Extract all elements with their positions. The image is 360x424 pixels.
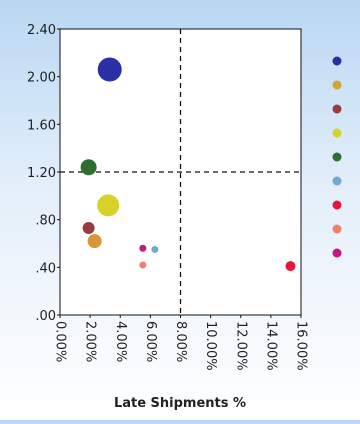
y-tick-label-1: .40 [35, 261, 56, 276]
x-tick-label-1: 2.00% [83, 321, 98, 362]
x-tick-label-0: 0.00% [53, 321, 68, 362]
x-tick-label-6: 12.00% [233, 321, 248, 371]
data-point-0 [97, 57, 122, 82]
y-tick-label-5: 2.00 [27, 71, 56, 86]
y-tick-label-6: 2.40 [27, 23, 56, 38]
y-tick-label-2: .80 [35, 214, 56, 229]
y-tick-label-3: 1.20 [27, 166, 56, 181]
data-point-4 [87, 234, 102, 249]
data-point-1 [80, 159, 97, 176]
x-tick-label-7: 14.00% [263, 321, 278, 371]
data-point-6 [151, 245, 159, 253]
x-axis-label: Late Shipments % [113, 396, 247, 411]
x-tick-label-5: 10.00% [203, 321, 218, 371]
x-tick-label-3: 6.00% [143, 321, 158, 362]
x-tick-label-8: 16.00% [294, 321, 309, 371]
legend-marker-5 [332, 176, 342, 186]
data-point-8 [285, 261, 296, 272]
legend-marker-8 [332, 248, 342, 258]
data-point-2 [97, 194, 120, 217]
y-tick-label-4: 1.60 [27, 118, 56, 133]
data-point-7 [139, 261, 147, 269]
legend-marker-4 [332, 152, 342, 162]
legend-marker-3 [332, 128, 342, 138]
x-tick-label-2: 4.00% [113, 321, 128, 362]
y-tick-label-0: .00 [35, 309, 56, 324]
x-tick-label-4: 8.00% [173, 321, 188, 362]
legend-marker-6 [332, 200, 342, 210]
data-point-3 [82, 222, 95, 235]
legend-marker-2 [332, 104, 342, 114]
legend-marker-0 [332, 56, 342, 66]
legend-marker-7 [332, 224, 342, 234]
data-point-5 [139, 244, 147, 252]
legend-marker-1 [332, 80, 342, 90]
